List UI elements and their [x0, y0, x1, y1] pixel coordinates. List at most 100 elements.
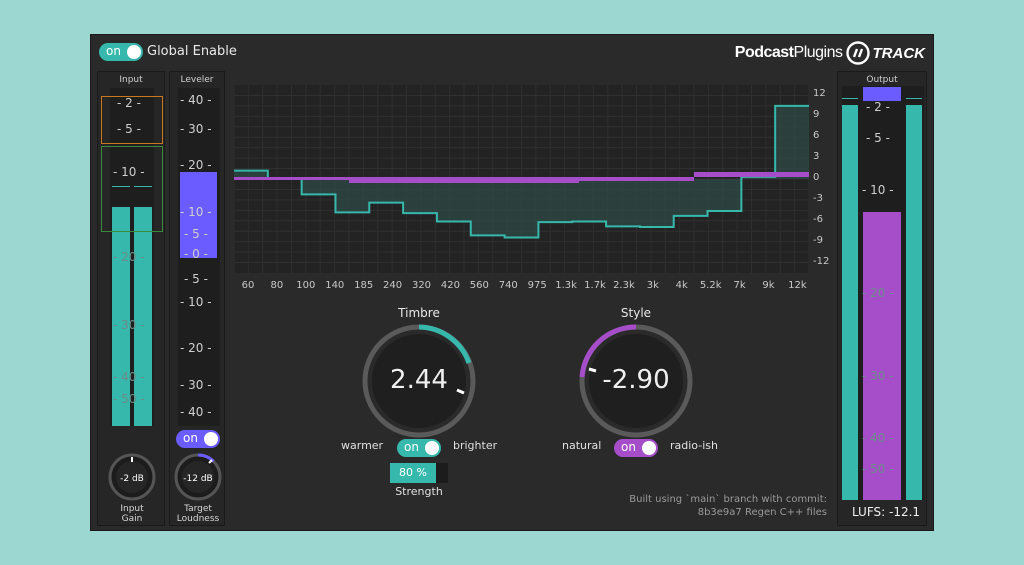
eq-db-label: 9: [813, 109, 820, 121]
leveler-toggle[interactable]: on: [176, 430, 220, 448]
input-title: Input: [119, 75, 143, 85]
style-toggle-label: on: [621, 440, 636, 454]
eq-freq-label: 975: [527, 280, 547, 291]
style-curve-segment: [349, 177, 579, 183]
input-gain-knob[interactable]: -2 dB: [107, 452, 157, 502]
timbre-toggle[interactable]: on: [397, 439, 441, 457]
timbre-warmer-label: warmer: [341, 439, 384, 452]
output-tick: - 40 -: [862, 431, 894, 445]
global-enable-label: Global Enable: [147, 44, 237, 59]
input-peak-right: [134, 186, 152, 187]
leveler-tick: - 40 -: [180, 405, 212, 419]
style-radio-ish-label: radio-ish: [670, 439, 718, 452]
strength-slider[interactable]: 80 %: [390, 463, 448, 483]
target-loudness-label-line1: Target: [184, 504, 212, 514]
strength-value: 80 %: [399, 466, 427, 479]
eq-freq-label: 12k: [788, 280, 807, 291]
style-knob-indicator: [588, 367, 597, 373]
leveler-tick: - 5 -: [184, 272, 208, 286]
input-tick: - 50 -: [113, 392, 145, 406]
input-meter-right-bar: [134, 207, 152, 426]
eq-db-label: 12: [813, 88, 826, 100]
strength-fill: [390, 463, 437, 483]
toggle-knob: [127, 45, 141, 59]
timbre-toggle-label: on: [404, 440, 419, 454]
input-tick: - 5 -: [117, 122, 141, 136]
lufs-readout: LUFS: -12.1: [851, 505, 921, 519]
input-gain-label-line2: Gain: [121, 514, 143, 524]
logo-plugins-text: Plugins: [793, 44, 843, 61]
input-tick: - 20 -: [113, 250, 145, 264]
leveler-title: Leveler: [180, 75, 214, 85]
eq-freq-label: 3k: [646, 280, 659, 291]
logo-podcast-text: Podcast: [734, 44, 794, 61]
target-loudness-label-line2: Loudness: [176, 514, 220, 524]
output-title: Output: [866, 75, 898, 85]
build-info-line2: 8b3e9a7 Regen C++ files: [697, 507, 827, 518]
logo-track-text: TRACK: [872, 44, 926, 62]
timbre-knob-indicator: [456, 388, 465, 395]
eq-db-label: -3: [813, 192, 823, 204]
eq-db-label: -9: [813, 234, 823, 246]
eq-fill-area: [234, 105, 809, 238]
eq-freq-label: 2.3k: [613, 280, 635, 291]
timbre-value: 2.44: [390, 365, 448, 395]
target-loudness-label: Target Loudness: [170, 504, 226, 524]
output-peak-right: [906, 98, 922, 99]
eq-freq-label: 1.7k: [584, 280, 606, 291]
eq-freq-label: 4k: [675, 280, 688, 291]
leveler-tick: - 20 -: [180, 341, 212, 355]
strength-label: Strength: [395, 485, 443, 498]
toggle-knob: [425, 441, 439, 455]
output-meter-left-bar: [842, 105, 858, 500]
style-curve-segment: [694, 172, 809, 177]
output-panel: Output - 2 - - 5 - - 10 - - 20 - - 30 - …: [837, 71, 927, 526]
timbre-brighter-label: brighter: [453, 439, 498, 452]
output-peak-left: [842, 98, 858, 99]
output-tick: - 10 -: [862, 183, 894, 197]
eq-freq-label: 5.2k: [699, 280, 722, 291]
global-enable-toggle[interactable]: on: [99, 43, 143, 61]
eq-freq-label: 100: [296, 280, 316, 291]
eq-freq-label: 420: [440, 280, 460, 291]
target-loudness-knob[interactable]: -12 dB: [173, 452, 223, 502]
eq-curve: [234, 104, 809, 239]
eq-freq-label: 7k: [733, 280, 746, 291]
logo-badge-icon: [845, 41, 870, 65]
build-info: Built using `main` branch with commit: 8…: [629, 493, 827, 519]
toggle-knob: [204, 432, 218, 446]
leveler-tick: - 20 -: [180, 158, 212, 172]
input-gain-label-line1: Input: [120, 504, 144, 514]
leveler-toggle-label: on: [183, 431, 198, 445]
input-tick: - 40 -: [113, 370, 145, 384]
output-tick: - 5 -: [866, 131, 890, 145]
leveler-tick: - 30 -: [180, 122, 212, 136]
output-tick: - 20 -: [862, 286, 894, 300]
leveler-tick: - 0 -: [184, 247, 208, 261]
style-value: -2.90: [602, 365, 670, 395]
input-tick: - 2 -: [117, 96, 141, 110]
output-tick: - 50 -: [862, 462, 894, 476]
style-title: Style: [620, 306, 652, 320]
input-tick: - 30 -: [113, 318, 145, 332]
eq-db-label: -12: [813, 255, 830, 267]
leveler-panel: Leveler - 40 - - 30 - - 20 - - 10 - - 5 …: [169, 71, 225, 526]
eq-freq-label: 240: [383, 280, 403, 291]
eq-db-label: -6: [813, 213, 823, 225]
timbre-knob[interactable]: [359, 321, 479, 441]
style-toggle[interactable]: on: [614, 439, 658, 457]
input-gain-label: Input Gain: [98, 504, 166, 524]
leveler-tick: - 10 -: [180, 295, 212, 309]
output-meter-right-bar: [906, 105, 922, 500]
build-info-line1: Built using `main` branch with commit:: [629, 494, 827, 505]
output-lufs-bar: [863, 212, 901, 500]
style-knob[interactable]: [576, 321, 696, 441]
eq-freq-label: 1.3k: [555, 280, 577, 291]
input-panel: Input - 2 - - 5 - - 10 - - 20 - - 30 - -…: [97, 71, 165, 526]
style-curve-segment: [579, 177, 694, 181]
eq-db-label: 3: [813, 151, 820, 163]
timbre-title: Timbre: [398, 306, 440, 320]
global-enable-toggle-label: on: [106, 44, 121, 58]
style-natural-label: natural: [562, 439, 602, 452]
leveler-gain-bar: [180, 172, 217, 258]
